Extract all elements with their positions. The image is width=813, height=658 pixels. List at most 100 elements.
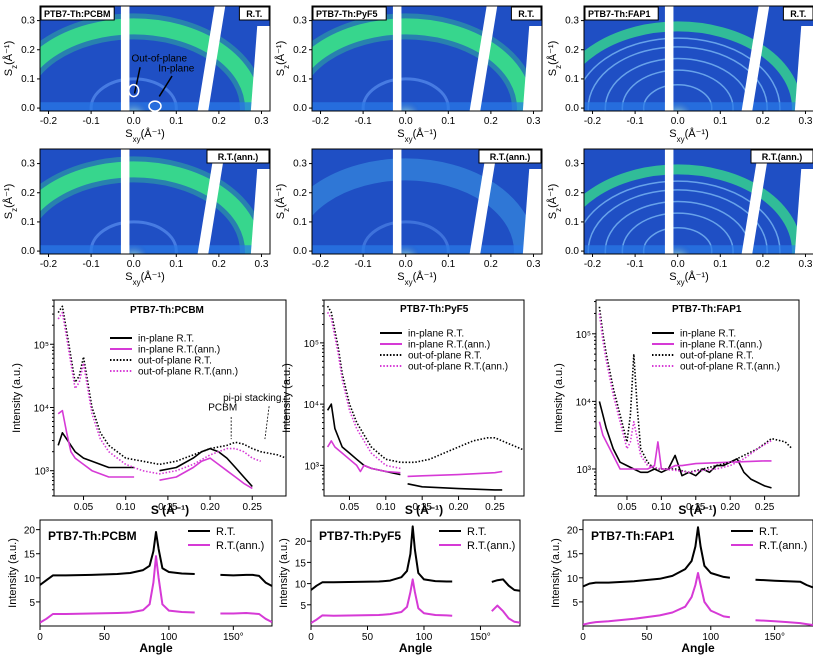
title-box <box>312 6 387 21</box>
floor-band <box>312 245 542 254</box>
detector-gap <box>120 149 130 254</box>
y-tick-label: 0.3 <box>293 159 307 170</box>
series-group <box>326 305 524 491</box>
plot-profile-fap1: 0.05 0.10 0.15 0.20 0.25 10³ 10⁴ 10⁵ S (Å⁻¹) Inte… <box>553 299 800 517</box>
title-box <box>40 6 115 21</box>
x-tick-label: -0.2 <box>584 259 602 270</box>
condition-tag: R.T.(ann.) <box>762 152 803 162</box>
y-tick-label: 10⁴ <box>34 403 49 414</box>
y-tick-label: 20 <box>567 526 579 537</box>
legend-label-0: in-plane R.T. <box>680 329 736 340</box>
x-axis-label-sub: xy <box>677 135 685 144</box>
x-axis-label: Sxy(Å⁻¹) <box>669 127 708 144</box>
giwaxs-maps: -0.2 -0.1 0.0 0.1 0.2 0.30.00.10.20.3Sxy(Å⁻¹)… <box>2 5 813 287</box>
x-tick-label: 0.1 <box>169 116 183 127</box>
plot-frame <box>582 519 813 627</box>
x-tick-label: 0.1 <box>169 259 183 270</box>
x-tick-label: 0.05 <box>74 502 94 513</box>
x-axis-label: S (Å⁻¹) <box>405 502 443 517</box>
annotation-in-plane: In-plane <box>158 64 195 75</box>
y-tick-label: 0.0 <box>21 246 35 257</box>
x-axis-label: Sxy(Å⁻¹) <box>397 127 436 144</box>
y-tick-label: 10³ <box>577 465 592 476</box>
y-axis-label-sub: z <box>10 208 19 212</box>
y-axis-label-main: S <box>275 212 287 219</box>
y-tick-label: 0.1 <box>565 217 579 228</box>
series-line-0 <box>40 531 272 587</box>
y-tick-label: 0.3 <box>565 16 579 27</box>
floor-band <box>584 245 813 254</box>
legend-label-1: R.T.(ann.) <box>759 540 807 552</box>
x-tick-label: -0.1 <box>82 116 100 127</box>
x-axis-label-main: S <box>669 128 676 140</box>
x-tick-label: 50 <box>99 632 111 643</box>
x-axis-label-unit: (Å⁻¹) <box>141 127 165 140</box>
x-tick-label: 0.2 <box>756 259 770 270</box>
y-tick-label: 0.0 <box>293 246 307 257</box>
giwaxs-panel-giwaxs-pcbm-rt: -0.2 -0.1 0.0 0.1 0.2 0.30.00.10.20.3Sxy(Å⁻¹)… <box>2 5 271 144</box>
x-tick-label: 0.20 <box>449 502 469 513</box>
x-axis-label: Sxy(Å⁻¹) <box>125 270 164 287</box>
x-tick-label: 0.2 <box>212 259 226 270</box>
condition-box <box>510 6 542 21</box>
x-tick-label: 0.1 <box>713 259 727 270</box>
map-frame <box>311 148 543 255</box>
y-tick-label: 0.1 <box>293 217 307 228</box>
x-tick-label: -0.2 <box>312 116 330 127</box>
x-tick-label: 100 <box>416 632 433 643</box>
y-tick-label: 10⁴ <box>304 400 319 411</box>
y-axis-label-unit: (Å⁻¹) <box>2 41 15 65</box>
y-axis-label: Sz(Å⁻¹) <box>274 184 291 219</box>
x-tick-label: 0.1 <box>713 116 727 127</box>
y-tick-label: 0.0 <box>565 103 579 114</box>
legend-label-1: R.T.(ann.) <box>216 540 264 552</box>
y-tick-label: 15 <box>567 550 579 561</box>
detector-gap <box>794 26 813 111</box>
y-axis-label: Sz(Å⁻¹) <box>2 41 19 76</box>
x-tick-label: -0.2 <box>40 116 58 127</box>
x-axis-label: S (Å⁻¹) <box>678 502 716 517</box>
x-tick-label: 0.25 <box>243 502 263 513</box>
y-tick-label: 10⁵ <box>34 340 49 351</box>
x-tick-label: 0.0 <box>399 116 413 127</box>
giwaxs-panel-giwaxs-pcbm-ann: -0.2 -0.1 0.0 0.1 0.2 0.30.00.10.20.3Sxy(Å⁻¹)… <box>2 148 271 287</box>
y-tick-label: 5 <box>300 601 306 612</box>
annotation-pi-pi-stacking: pi-pi stacking <box>223 393 281 404</box>
map-frame <box>39 148 271 255</box>
plot-profile-pcbm: 0.05 0.10 0.15 0.20 0.25 10³ 10⁴ 10⁵ S (Å⁻¹) Inte… <box>11 299 287 517</box>
detector-gap <box>664 149 674 254</box>
y-tick-label: 15 <box>24 550 36 561</box>
x-axis-label-unit: (Å⁻¹) <box>685 127 709 140</box>
legend-label-1: in-plane R.T.(ann.) <box>138 345 220 356</box>
series-line-3 <box>326 311 401 470</box>
y-axis-label-main: S <box>3 212 15 219</box>
y-tick-label: 0.1 <box>565 74 579 85</box>
map-image <box>312 149 542 254</box>
x-tick-label: 0.3 <box>799 259 813 270</box>
y-tick-label: 20 <box>295 537 307 548</box>
annotation-circle <box>148 100 162 112</box>
x-tick-label: 150° <box>223 632 244 643</box>
y-tick-label: 0.2 <box>565 45 579 56</box>
detector-gap <box>197 149 226 254</box>
series-line-2 <box>326 305 524 464</box>
x-tick-label: 0.2 <box>484 259 498 270</box>
x-tick-label: -0.1 <box>626 116 644 127</box>
series-line-0 <box>311 525 520 592</box>
y-axis-label: Sz(Å⁻¹) <box>2 184 19 219</box>
y-tick-label: 0.2 <box>21 45 35 56</box>
x-axis-label-unit: (Å⁻¹) <box>685 270 709 283</box>
plot-frame <box>310 519 521 627</box>
detector-gap <box>522 26 542 111</box>
series-line-0 <box>583 526 813 589</box>
series-line-1 <box>311 578 520 624</box>
series-line-0 <box>57 432 253 488</box>
panel-title: PTB7-Th:PCBM <box>44 9 111 19</box>
panel-title: PTB7-Th:FAP1 <box>588 9 651 19</box>
y-axis-label-unit: (Å⁻¹) <box>546 41 559 65</box>
x-axis-label: Sxy(Å⁻¹) <box>669 270 708 287</box>
giwaxs-panel-giwaxs-fap1-ann: -0.2 -0.1 0.0 0.1 0.2 0.30.00.10.20.3Sxy(Å⁻¹)… <box>546 148 813 287</box>
panel-title: PTB7-Th:PyF5 <box>319 529 401 543</box>
x-tick-label: 0.3 <box>255 259 269 270</box>
series-group <box>583 526 813 626</box>
